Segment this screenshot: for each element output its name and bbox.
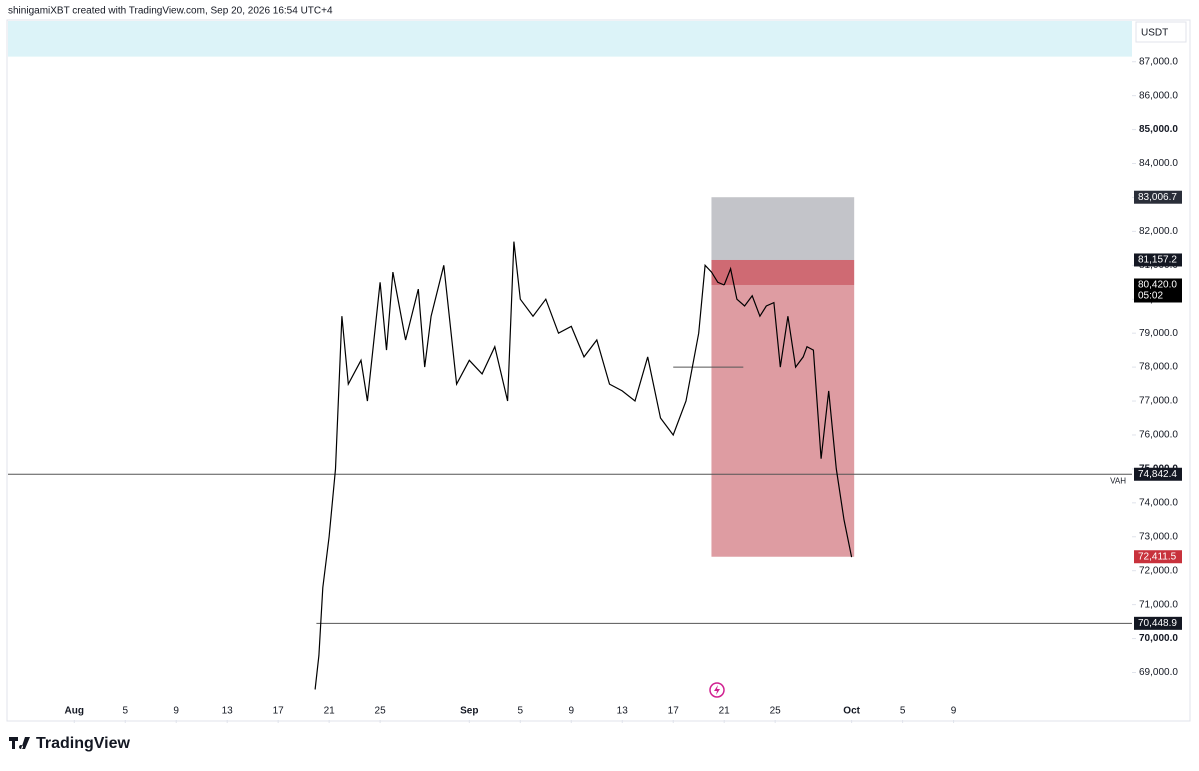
zone: [711, 197, 855, 260]
x-tick-label: 13: [222, 706, 234, 717]
x-tick-label: 17: [668, 706, 680, 717]
y-tick-label: 69,000.0: [1139, 667, 1178, 678]
price-label-box: [1134, 278, 1182, 303]
price-label-box: [1134, 190, 1182, 204]
price-label: 80,420.0: [1138, 280, 1177, 291]
logo-icon: [9, 737, 30, 749]
x-tick-label: 9: [173, 706, 179, 717]
y-tick-label: 86,000.0: [1139, 90, 1178, 101]
line-label: VAH: [1110, 476, 1126, 485]
y-tick-label: 79,000.0: [1139, 328, 1178, 339]
y-tick-label: 70,000.0: [1139, 633, 1178, 644]
price-label-box: [1134, 467, 1182, 481]
price-label: 72,411.5: [1138, 551, 1177, 562]
price-label-box: [1134, 253, 1182, 267]
price-line: [723, 266, 853, 558]
zone: [711, 259, 855, 285]
y-tick-label: 76,000.0: [1139, 430, 1178, 441]
y-tick-label: 82,000.0: [1139, 226, 1178, 237]
x-tick-label: 21: [324, 706, 336, 717]
footer-logo: TradingView: [36, 735, 131, 752]
x-tick-label: 13: [617, 706, 629, 717]
y-tick-label: 87,000.0: [1139, 56, 1178, 67]
y-tick-label: 72,000.0: [1139, 565, 1178, 576]
y-tick-label: 74,000.0: [1139, 497, 1178, 508]
x-tick-label: 17: [273, 706, 285, 717]
currency-box: [1135, 21, 1187, 43]
x-tick-label: 9: [951, 706, 957, 717]
price-label: 83,006.7: [1138, 192, 1177, 203]
x-tick-label: Aug: [65, 706, 84, 717]
x-tick-label: 21: [719, 706, 731, 717]
currency: USDT: [1141, 28, 1168, 39]
y-tick-label: 73,000.0: [1139, 531, 1178, 542]
x-tick-label: 5: [900, 706, 906, 717]
y-tick-label: 77,000.0: [1139, 396, 1178, 407]
event-icon: [709, 682, 725, 698]
price-label-box: [1134, 550, 1182, 564]
price-label-box: [1134, 616, 1182, 630]
price-label: 74,842.4: [1138, 469, 1177, 480]
y-tick-label: 78,000.0: [1139, 362, 1178, 373]
price-line: [314, 241, 725, 690]
x-tick-label: Sep: [460, 706, 478, 717]
header: shinigamiXBT created with TradingView.co…: [8, 6, 333, 17]
zone: [8, 21, 1132, 57]
y-tick-label: 71,000.0: [1139, 599, 1178, 610]
x-tick-label: 5: [518, 706, 524, 717]
x-tick-label: 5: [122, 706, 128, 717]
y-tick-label: 84,000.0: [1139, 158, 1178, 169]
x-tick-label: 25: [770, 706, 782, 717]
x-tick-label: 25: [375, 706, 387, 717]
y-tick-label: 85,000.0: [1139, 124, 1178, 135]
price-label: 70,448.9: [1138, 618, 1177, 629]
x-tick-label: Oct: [843, 706, 860, 717]
countdown: 05:02: [1138, 291, 1163, 302]
frame: [6, 19, 1191, 722]
zone: [711, 284, 855, 557]
x-tick-label: 9: [568, 706, 574, 717]
price-label: 81,157.2: [1138, 255, 1177, 266]
